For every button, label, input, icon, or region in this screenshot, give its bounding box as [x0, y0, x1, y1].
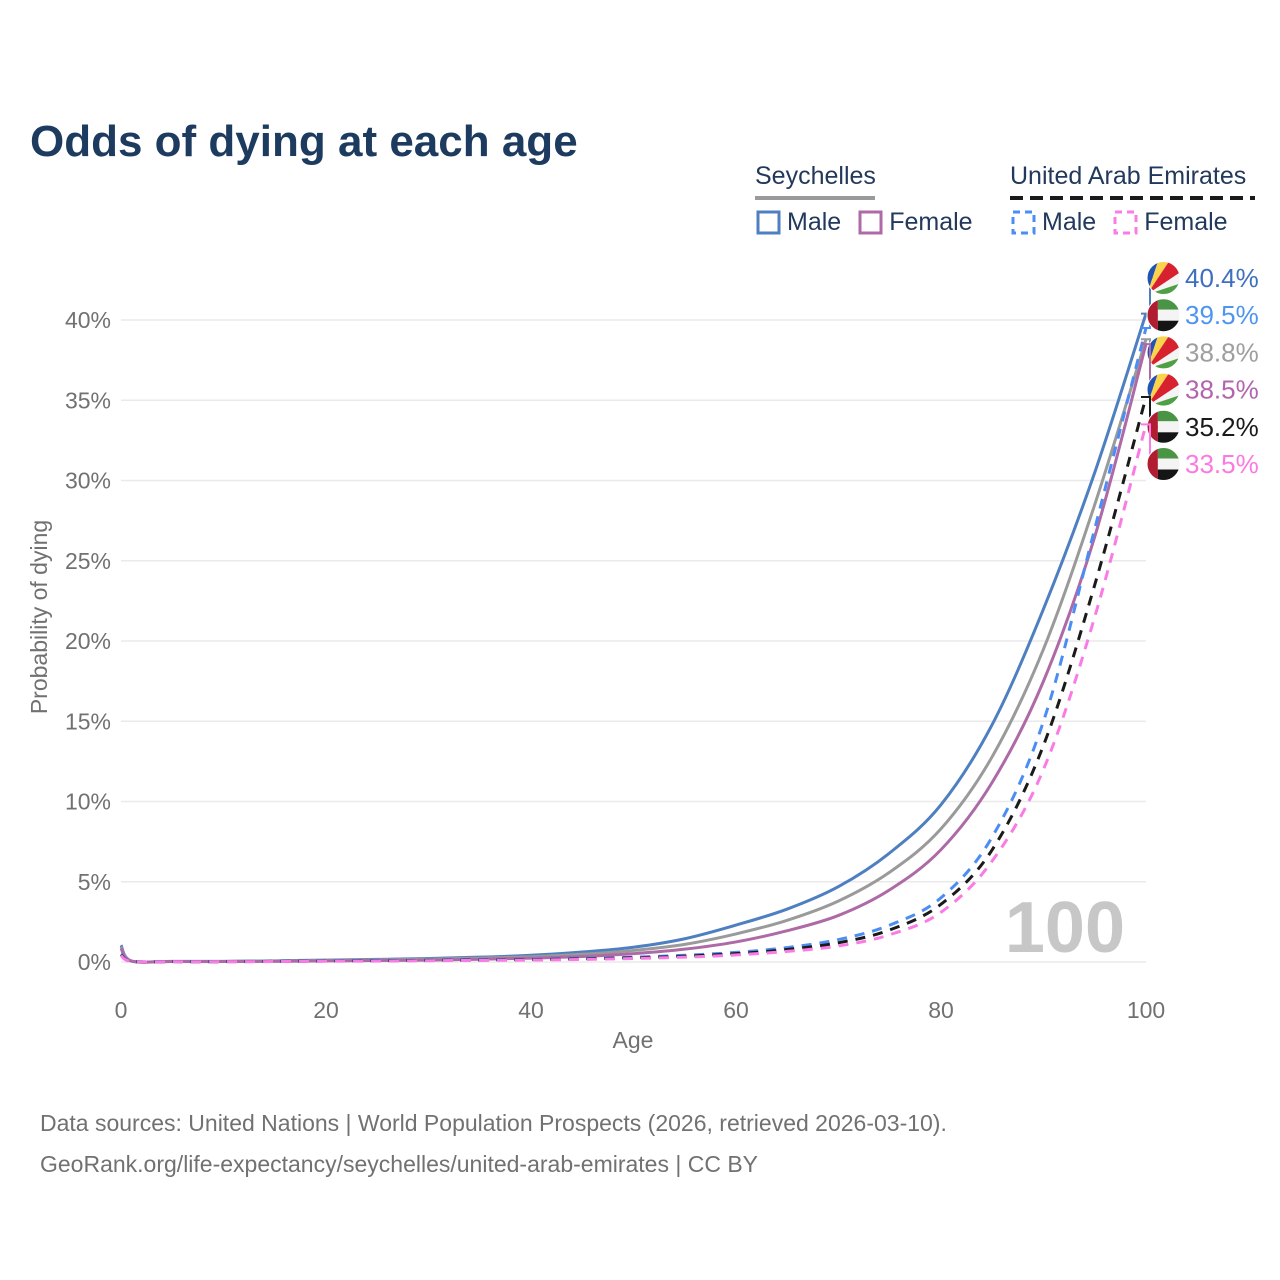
x-tick-label: 60 — [723, 997, 749, 1023]
legend-item-uae-female[interactable]: Female — [1112, 207, 1228, 237]
series-line-uae_both[interactable] — [119, 396, 1148, 964]
seychelles-line-sample — [755, 195, 875, 200]
legend-item-label: Female — [1144, 207, 1228, 236]
end-label-sc_male: 40.4% — [1185, 263, 1259, 293]
uae-female-swatch-icon — [1113, 210, 1138, 234]
y-tick-label: 35% — [65, 387, 111, 413]
x-tick-label: 80 — [928, 997, 954, 1023]
age-watermark: 100 — [1005, 888, 1125, 968]
legend-group-uae: United Arab Emirates Male Female — [1010, 162, 1255, 237]
legend-item-uae-male[interactable]: Male — [1010, 208, 1096, 237]
y-tick-label: 15% — [65, 708, 111, 734]
flag-icon-uae — [1146, 409, 1181, 444]
legend-item-label: Female — [889, 207, 973, 236]
x-tick-label: 0 — [115, 997, 128, 1023]
data-source-line: Data sources: United Nations | World Pop… — [40, 1110, 947, 1136]
y-tick-label: 5% — [78, 869, 111, 895]
x-axis-title: Age — [613, 1027, 654, 1053]
legend-item-label: Male — [787, 207, 842, 236]
flag-icon-seychelles — [1146, 372, 1181, 407]
x-tick-label: 100 — [1127, 997, 1165, 1023]
series-line-sc_female[interactable] — [119, 343, 1148, 964]
end-label-uae_female: 33.5% — [1185, 449, 1259, 479]
y-tick-label: 0% — [78, 949, 111, 975]
series-line-sc_male[interactable] — [119, 313, 1148, 964]
end-label-sc_both: 38.8% — [1185, 337, 1259, 367]
legend-item-seychelles-male[interactable]: Male — [755, 208, 841, 237]
legend-country-label-uae: United Arab Emirates — [1010, 162, 1247, 190]
y-tick-label: 20% — [65, 628, 111, 654]
y-tick-label: 30% — [65, 468, 111, 494]
end-label-uae_male: 39.5% — [1185, 300, 1259, 330]
uae-male-swatch-icon — [1011, 210, 1036, 234]
series-line-uae_male[interactable] — [119, 327, 1148, 964]
end-label-uae_both: 35.2% — [1185, 412, 1259, 442]
legend-item-seychelles-female[interactable]: Female — [857, 207, 973, 237]
y-tick-label: 40% — [65, 307, 111, 333]
legend-group-seychelles: Seychelles Male Female — [755, 162, 973, 237]
seychelles-male-swatch-icon — [756, 210, 781, 234]
uae-line-sample — [1010, 195, 1255, 200]
flag-icon-uae — [1146, 447, 1181, 481]
y-tick-label: 25% — [65, 548, 111, 574]
flag-icon-seychelles — [1146, 261, 1181, 295]
attribution-line: GeoRank.org/life-expectancy/seychelles/u… — [40, 1151, 759, 1177]
legend-country-label-seychelles: Seychelles — [755, 162, 876, 190]
legend-item-label: Male — [1042, 207, 1097, 236]
end-label-sc_female: 38.5% — [1185, 375, 1259, 405]
y-axis-title: Probability of dying — [26, 520, 52, 714]
series-line-sc_both[interactable] — [119, 338, 1148, 964]
flag-icon-uae — [1146, 298, 1181, 333]
flag-icon-seychelles — [1146, 335, 1181, 370]
seychelles-female-swatch-icon — [858, 210, 883, 234]
x-tick-label: 40 — [518, 997, 544, 1023]
x-tick-label: 20 — [313, 997, 339, 1023]
y-tick-label: 10% — [65, 789, 111, 815]
page-title: Odds of dying at each age — [30, 117, 578, 167]
series-line-uae_female[interactable] — [120, 423, 1148, 964]
